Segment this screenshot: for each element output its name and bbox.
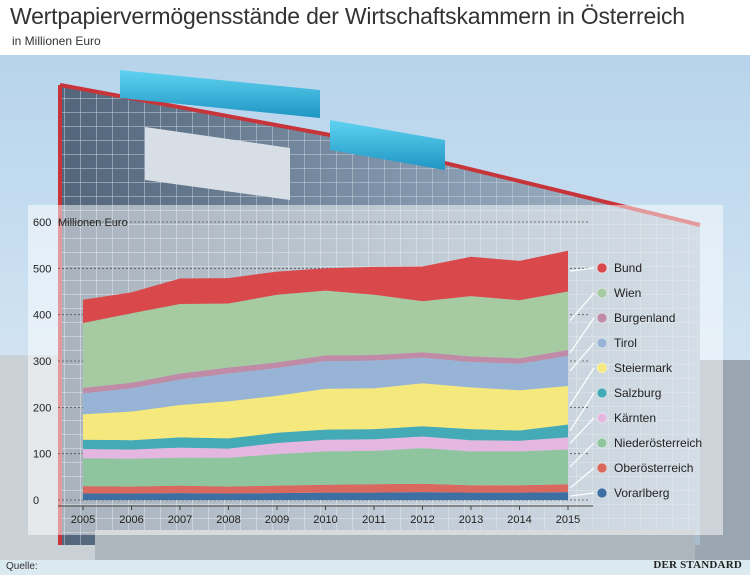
publisher-logo: DER STANDARD bbox=[653, 559, 742, 571]
x-tick-label: 2013 bbox=[459, 514, 483, 526]
y-tick-label: 600 bbox=[33, 217, 51, 229]
y-axis-label: Millionen Euro bbox=[58, 217, 128, 229]
legend-label: Burgenland bbox=[614, 311, 675, 325]
stacked-areas bbox=[83, 250, 568, 500]
x-tick-label: 2012 bbox=[410, 514, 434, 526]
legend-leader-line bbox=[569, 467, 595, 489]
legend-leader-line bbox=[569, 367, 595, 406]
x-tick-label: 2005 bbox=[71, 514, 95, 526]
legend-label: Vorarlberg bbox=[614, 486, 669, 500]
x-tick-label: 2010 bbox=[313, 514, 337, 526]
x-tick-label: 2009 bbox=[265, 514, 289, 526]
area-niederösterreich bbox=[83, 448, 568, 487]
legend-label: Bund bbox=[614, 261, 642, 275]
area-kärnten bbox=[83, 436, 568, 459]
legend-swatch bbox=[596, 387, 608, 399]
chart-title: Wertpapiervermögensstände der Wirtschaft… bbox=[10, 3, 685, 29]
x-tick-label: 2014 bbox=[507, 514, 531, 526]
area-steiermark bbox=[83, 383, 568, 441]
legend-label: Salzburg bbox=[614, 386, 661, 400]
legend-label: Niederösterreich bbox=[614, 436, 702, 450]
legend-label: Oberösterreich bbox=[614, 461, 693, 475]
area-vorarlberg bbox=[83, 492, 568, 500]
legend-leader-line bbox=[569, 442, 595, 468]
x-tick-label: 2008 bbox=[216, 514, 240, 526]
area-tirol bbox=[83, 355, 568, 415]
area-salzburg bbox=[83, 424, 568, 450]
legend-label: Tirol bbox=[614, 336, 637, 350]
axes: 0 100 200 300 400 500 600 Millionen Euro 2005 200… bbox=[33, 217, 593, 526]
footer-bar bbox=[0, 560, 750, 575]
legend-swatch bbox=[596, 437, 608, 449]
legend-leader-line bbox=[569, 417, 595, 444]
x-tick-label: 2006 bbox=[119, 514, 143, 526]
legend-leader-line bbox=[569, 392, 595, 432]
legend-swatch bbox=[596, 312, 608, 324]
area-bund bbox=[83, 250, 568, 323]
legend-swatch bbox=[596, 462, 608, 474]
y-tick-label: 100 bbox=[33, 449, 51, 461]
x-tick-label: 2011 bbox=[362, 514, 386, 526]
chart-subtitle: in Millionen Euro bbox=[12, 34, 101, 48]
legend-leader-line bbox=[569, 292, 595, 322]
y-tick-label: 0 bbox=[33, 495, 39, 507]
legend-label: Kärnten bbox=[614, 411, 656, 425]
legend-leader-line bbox=[569, 267, 595, 272]
y-tick-label: 300 bbox=[33, 356, 51, 368]
legend-leader-line bbox=[569, 492, 595, 497]
legend-swatch bbox=[596, 337, 608, 349]
legend-swatch bbox=[596, 487, 608, 499]
legend-leader-line bbox=[569, 317, 595, 354]
y-tick-label: 500 bbox=[33, 263, 51, 275]
legend-swatch bbox=[596, 362, 608, 374]
area-wien bbox=[83, 290, 568, 388]
legend-label: Steiermark bbox=[614, 361, 673, 375]
area-oberösterreich bbox=[83, 483, 568, 494]
legend-label: Wien bbox=[614, 286, 641, 300]
x-tick-label: 2015 bbox=[556, 514, 580, 526]
legend-swatch bbox=[596, 412, 608, 424]
legend-swatch bbox=[596, 262, 608, 274]
y-tick-label: 400 bbox=[33, 310, 51, 322]
legend: Bund Wien Burgenland Tirol Steiermark Salzbur… bbox=[569, 261, 702, 500]
legend-leader-line bbox=[569, 342, 595, 372]
legend-swatch bbox=[596, 287, 608, 299]
x-tick-label: 2007 bbox=[168, 514, 192, 526]
area-burgenland bbox=[83, 349, 568, 394]
y-tick-label: 200 bbox=[33, 402, 51, 414]
source-label: Quelle: bbox=[6, 561, 38, 572]
